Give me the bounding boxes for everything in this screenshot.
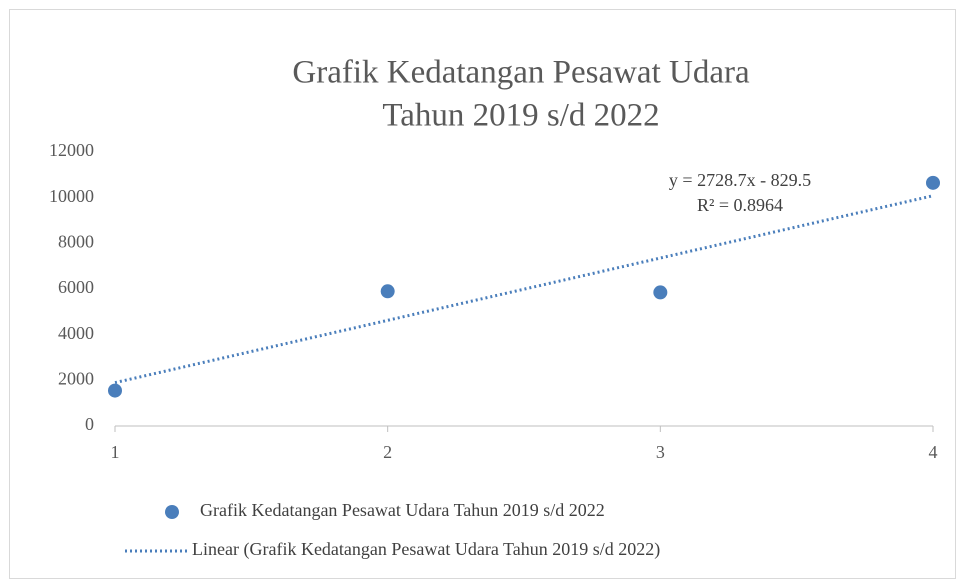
chart-title: Grafik Kedatangan Pesawat Udara	[292, 55, 750, 91]
point	[108, 383, 122, 398]
y-tick-label: 6000	[58, 277, 94, 297]
y-tick-label: 2000	[58, 368, 94, 388]
legend-label: Linear (Grafik Kedatangan Pesawat Udara …	[192, 539, 660, 560]
trendline-equation: y = 2728.7x - 829.5	[669, 170, 811, 190]
y-tick-label: 12000	[49, 140, 94, 160]
x-tick-label: 3	[656, 442, 665, 462]
chart-title: Tahun 2019 s/d 2022	[382, 98, 659, 134]
legend-swatch	[165, 505, 179, 519]
point	[380, 284, 395, 299]
y-tick-label: 0	[85, 414, 94, 434]
trendline-r2: R² = 0.8964	[697, 195, 783, 215]
y-tick-label: 10000	[49, 186, 94, 206]
x-tick-label: 2	[383, 442, 392, 462]
x-tick-label: 1	[111, 442, 120, 462]
point	[653, 285, 668, 300]
chart-border	[9, 9, 956, 579]
x-tick-label: 4	[929, 442, 938, 462]
y-tick-label: 4000	[58, 323, 94, 343]
y-tick-label: 8000	[58, 231, 94, 251]
legend-label: Grafik Kedatangan Pesawat Udara Tahun 20…	[200, 500, 605, 520]
point	[926, 175, 940, 190]
